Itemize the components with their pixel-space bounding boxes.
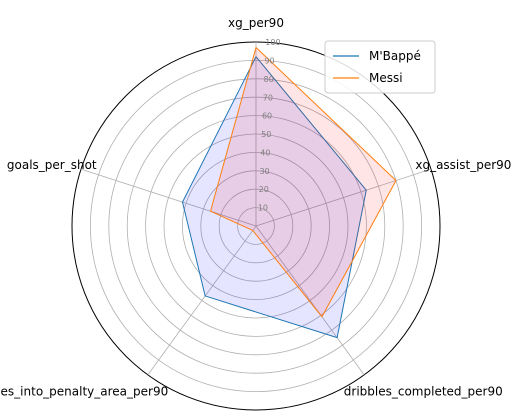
legend-label-m-bapp: M'Bappé <box>369 49 421 63</box>
radial-tick-label-30: 30 <box>259 167 269 176</box>
legend-frame <box>324 40 436 94</box>
legend-label-messi: Messi <box>369 71 403 85</box>
axis-label-goals-per-shot: goals_per_shot <box>7 158 97 172</box>
spoke-dribbles-completed-per90 <box>255 225 365 376</box>
radial-tick-label-100: 100 <box>265 38 280 47</box>
axis-label-xg-per90: xg_per90 <box>228 16 284 30</box>
radial-tick-label-40: 40 <box>260 148 270 157</box>
radar-series <box>182 47 397 339</box>
series-fill-m-bapp <box>182 56 367 338</box>
series-line-m-bapp <box>182 56 367 339</box>
spoke-xg-assist-per90 <box>255 168 432 227</box>
radial-tick-label-50: 50 <box>261 130 271 139</box>
radar-grid <box>71 41 441 411</box>
axis-labels: xg_per90 xg_assist_per90 dribbles_complete… <box>0 16 511 398</box>
radial-tick-labels: 10 20 30 40 50 60 70 80 90 100 <box>258 38 281 212</box>
spoke-goals-per-shot <box>80 168 257 227</box>
spoke-crosses-into-penalty-area-per90 <box>147 225 257 376</box>
axis-label-crosses-into-penalty-area-per90: crosses_into_penalty_area_per90 <box>0 384 168 398</box>
series-line-messi <box>210 47 397 318</box>
radial-tick-label-60: 60 <box>262 112 272 121</box>
axis-label-dribbles-completed-per90: dribbles_completed_per90 <box>344 384 503 398</box>
series-fill-messi <box>210 47 396 317</box>
legend: M'Bappé Messi <box>324 40 436 94</box>
radial-tick-label-20: 20 <box>259 185 269 194</box>
radial-tick-label-80: 80 <box>264 75 274 84</box>
radial-tick-label-10: 10 <box>258 204 268 213</box>
radial-tick-label-90: 90 <box>264 57 274 66</box>
axis-label-xg-assist-per90: xg_assist_per90 <box>415 158 511 172</box>
radial-tick-label-70: 70 <box>263 93 273 102</box>
